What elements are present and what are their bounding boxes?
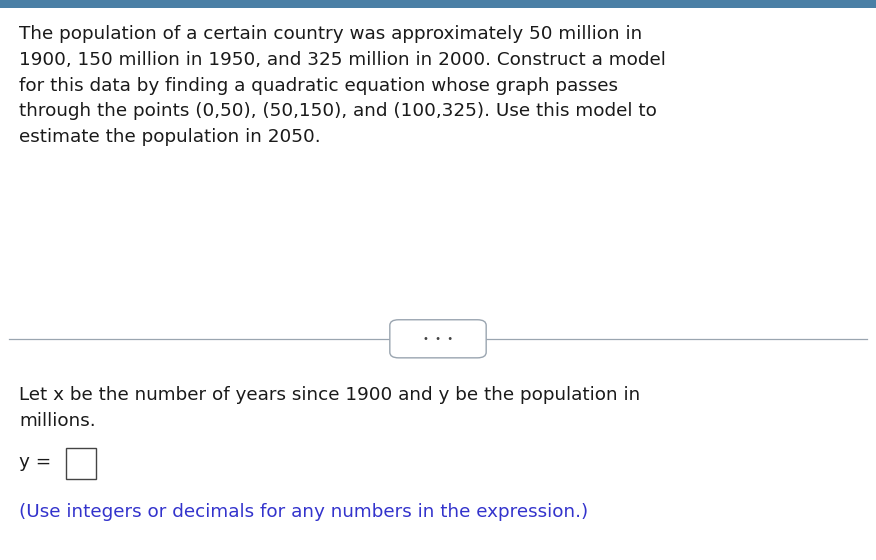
Text: (Use integers or decimals for any numbers in the expression.): (Use integers or decimals for any number… bbox=[19, 503, 589, 521]
Text: •  •  •: • • • bbox=[423, 334, 453, 344]
FancyBboxPatch shape bbox=[66, 448, 96, 479]
Text: y =: y = bbox=[19, 453, 58, 471]
FancyBboxPatch shape bbox=[390, 320, 486, 358]
Text: Let x be the number of years since 1900 and y be the population in
millions.: Let x be the number of years since 1900 … bbox=[19, 386, 640, 430]
Text: The population of a certain country was approximately 50 million in
1900, 150 mi: The population of a certain country was … bbox=[19, 25, 666, 146]
